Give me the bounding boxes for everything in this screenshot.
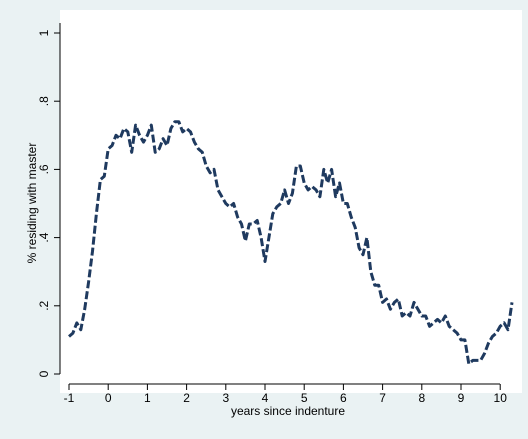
series-layer [68,120,514,366]
y-tick-label: .6 [37,164,51,174]
x-tick-label: 7 [379,391,386,405]
x-tick-label: 5 [301,391,308,405]
series-line [68,120,514,366]
y-tick-label: 1 [37,29,51,36]
x-tick-label: 6 [340,391,347,405]
y-tick-label: .8 [37,96,51,106]
x-tick-label: 1 [144,391,151,405]
x-tick-label: 8 [418,391,425,405]
x-tick-label: -1 [64,391,75,405]
y-axis-ticks: 0 .2 .4 .6 .8 1 [37,29,60,377]
y-axis-title: % residing with master [25,143,39,264]
y-tick-label: .4 [37,232,51,242]
x-axis-ticks: -1 0 1 2 3 4 5 6 7 8 9 10 [64,384,508,405]
x-axis-title: years since indenture [231,404,345,418]
y-tick-label: .2 [37,300,51,310]
x-tick-label: 10 [494,391,508,405]
x-tick-label: 4 [262,391,269,405]
x-tick-label: 2 [183,391,190,405]
plot-area [60,10,522,393]
x-tick-label: 3 [222,391,229,405]
y-tick-label: 0 [37,370,51,377]
x-tick-label: 9 [458,391,465,405]
x-tick-label: 0 [105,391,112,405]
